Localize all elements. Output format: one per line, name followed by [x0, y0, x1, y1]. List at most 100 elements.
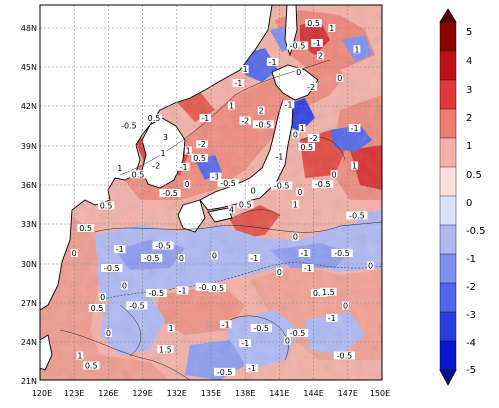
- contour-label: 0.5: [193, 154, 206, 163]
- colorbar: 5 4 3 2 1 0.5 0 -0.5 -1 -2 -3 -4 -5: [439, 8, 486, 386]
- contour-label: -1: [301, 249, 309, 258]
- contour-label-bg: [298, 142, 315, 151]
- contour-label-bg: [302, 264, 314, 272]
- contour-label: 0: [293, 233, 298, 242]
- lon-tick-label: 144E: [303, 389, 323, 398]
- contour-label: 0.5: [300, 143, 313, 152]
- contour-label: 1: [229, 102, 234, 111]
- lat-tick-label: 24N: [21, 338, 37, 347]
- lat-tick-label: 45N: [21, 63, 37, 72]
- contour-label: 0.5: [91, 304, 104, 313]
- contour-label: 1: [186, 147, 191, 156]
- contour-label: -0.5: [334, 249, 350, 258]
- contour-label: 1: [161, 149, 166, 158]
- colorbar-label: 3: [466, 85, 472, 96]
- contour-label: 3: [163, 133, 168, 142]
- contour-label-bg: [77, 224, 94, 232]
- lon-tick-label: 123E: [64, 389, 84, 398]
- colorbar-swatch: [439, 195, 457, 226]
- colorbar-label: 2: [466, 113, 472, 124]
- colorbar-label: -0.5: [466, 226, 486, 237]
- contour-label-bg: [101, 264, 123, 272]
- contour-label-bg: [76, 351, 84, 360]
- contour-label-bg: [121, 281, 128, 290]
- contour-label-bg: [271, 181, 293, 190]
- colorbar-swatch: [439, 224, 457, 255]
- contour-label-bg: [214, 367, 236, 376]
- contour-label: 0: [296, 68, 301, 77]
- contour-label-bg: [228, 205, 235, 214]
- contour-label: 1: [352, 162, 357, 171]
- contour-label-bg: [239, 339, 251, 347]
- colorbar-label: 5: [466, 27, 472, 38]
- contour-label: -1: [222, 320, 230, 329]
- contour-label: 0: [212, 252, 217, 261]
- colorbar-swatch: [439, 282, 457, 313]
- contour-label: 0.5: [100, 202, 113, 211]
- contour-label: 0: [277, 268, 282, 277]
- contour-label: 0.5: [239, 200, 252, 209]
- contour-label-bg: [83, 361, 100, 370]
- contour-label-bg: [183, 180, 191, 189]
- contour-label-bg: [252, 120, 274, 129]
- contour-label-bg: [159, 149, 167, 157]
- contour-label-bg: [237, 200, 254, 209]
- contour-label: -1: [351, 124, 359, 133]
- contour-label: 0: [72, 249, 77, 258]
- lon-tick-label: 138E: [235, 389, 255, 398]
- contour-label-bg: [88, 304, 106, 312]
- contour-label-bg: [184, 146, 192, 155]
- contour-label: 0.5: [148, 114, 161, 123]
- grid-lines: [40, 5, 382, 380]
- contour-label: 0: [100, 293, 105, 302]
- contour-label-bg: [305, 19, 322, 27]
- contour-label: 0.5: [79, 224, 92, 233]
- contour-label: 0: [185, 180, 190, 189]
- contour-label-bg: [250, 324, 272, 332]
- contour-label: -2: [307, 83, 315, 92]
- contour-label: 0.5: [307, 19, 320, 28]
- contour-label-bg: [353, 45, 361, 54]
- contour-label: 2: [318, 52, 323, 61]
- contour-label-bg: [266, 57, 279, 66]
- contour-label: 1: [329, 24, 334, 33]
- contour-label-bg: [282, 100, 295, 109]
- contour-label: 1.5: [322, 288, 335, 297]
- contour-label-bg: [97, 201, 115, 210]
- contour-label-bg: [105, 329, 112, 337]
- contour-label: 0: [106, 329, 111, 338]
- contour-label: -0.5: [315, 180, 331, 189]
- honshu: [199, 99, 294, 211]
- contour-label-bg: [292, 232, 299, 241]
- contour-label: -1: [248, 364, 256, 373]
- contour-label: -0.5: [253, 324, 269, 333]
- contour-label-bg: [191, 154, 208, 162]
- contour-label-bg: [145, 289, 167, 297]
- contour-label-bg: [305, 82, 318, 91]
- colorbar-label: -5: [466, 365, 476, 376]
- shikoku: [207, 207, 233, 223]
- colorbar-swatches: [439, 21, 457, 371]
- colorbar-label: -4: [466, 338, 476, 349]
- contour-label: 0: [285, 337, 290, 346]
- contour-label-bg: [116, 164, 124, 172]
- colorbar-label: 0: [466, 198, 472, 209]
- contour-label-bg: [126, 301, 148, 310]
- lon-tick-label: 135E: [201, 389, 221, 398]
- contour-label-bg: [211, 251, 218, 260]
- contour-label-bg: [320, 287, 337, 296]
- contour-label-bg: [330, 170, 338, 179]
- contour-label: 1: [77, 352, 82, 361]
- lon-tick-label: 150E: [370, 389, 390, 398]
- contour-label-bg: [99, 292, 107, 301]
- contour-label: -0.5: [217, 368, 233, 377]
- contour-label: 1: [169, 324, 174, 333]
- colorbar-label: -1: [466, 254, 476, 265]
- contour-label-bg: [333, 351, 355, 360]
- colorbar-swatch: [439, 79, 457, 110]
- contour-label-bg: [312, 180, 334, 189]
- contour-label: -1: [304, 264, 312, 273]
- contour-label: 1: [243, 65, 248, 74]
- lon-tick-label: 129E: [132, 389, 152, 398]
- colorbar-swatch: [439, 166, 457, 197]
